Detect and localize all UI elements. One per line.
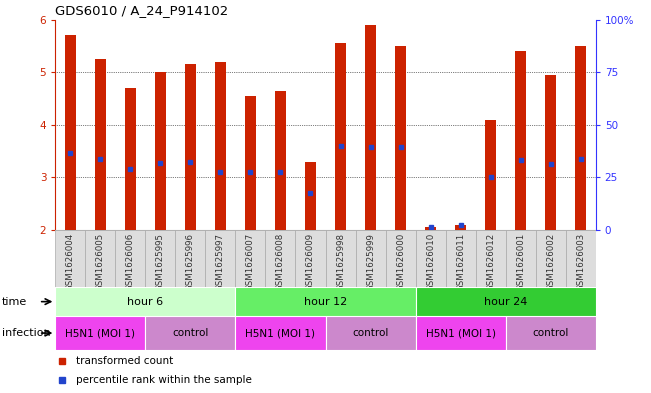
Bar	[236, 230, 266, 287]
Bar	[566, 230, 596, 287]
Bar	[55, 287, 236, 316]
Bar	[326, 316, 415, 350]
Bar	[296, 230, 326, 287]
Bar	[486, 119, 496, 230]
Bar	[125, 88, 135, 230]
Bar	[506, 316, 596, 350]
Bar	[275, 91, 286, 230]
Text: GSM1626002: GSM1626002	[546, 233, 555, 291]
Text: GSM1626012: GSM1626012	[486, 233, 495, 291]
Text: GSM1625999: GSM1625999	[366, 233, 375, 291]
Text: percentile rank within the sample: percentile rank within the sample	[76, 375, 252, 385]
Bar	[575, 46, 586, 230]
Text: GSM1625995: GSM1625995	[156, 233, 165, 291]
Bar	[145, 230, 175, 287]
Bar	[415, 287, 596, 316]
Bar	[506, 230, 536, 287]
Bar	[305, 162, 316, 230]
Bar	[85, 230, 115, 287]
Bar	[236, 316, 326, 350]
Text: transformed count: transformed count	[76, 356, 173, 366]
Bar	[516, 51, 526, 230]
Bar	[65, 35, 76, 230]
Bar	[395, 46, 406, 230]
Text: GSM1625996: GSM1625996	[186, 233, 195, 291]
Text: GSM1625998: GSM1625998	[336, 233, 345, 291]
Text: GSM1626003: GSM1626003	[576, 233, 585, 291]
Text: GSM1626004: GSM1626004	[66, 233, 75, 291]
Bar	[365, 25, 376, 230]
Bar	[215, 62, 226, 230]
Bar	[155, 72, 165, 230]
Text: GSM1626010: GSM1626010	[426, 233, 435, 291]
Text: H5N1 (MOI 1): H5N1 (MOI 1)	[245, 328, 316, 338]
Bar	[95, 59, 105, 230]
Text: GSM1626005: GSM1626005	[96, 233, 105, 291]
Bar	[415, 316, 506, 350]
Bar	[175, 230, 206, 287]
Bar	[145, 316, 236, 350]
Text: control: control	[173, 328, 208, 338]
Text: hour 24: hour 24	[484, 297, 527, 307]
Bar	[445, 230, 476, 287]
Text: time: time	[2, 297, 27, 307]
Text: H5N1 (MOI 1): H5N1 (MOI 1)	[426, 328, 495, 338]
Text: GSM1626006: GSM1626006	[126, 233, 135, 291]
Text: GSM1626001: GSM1626001	[516, 233, 525, 291]
Bar	[335, 43, 346, 230]
Bar	[546, 75, 556, 230]
Bar	[425, 227, 436, 230]
Bar	[455, 225, 466, 230]
Text: GSM1626008: GSM1626008	[276, 233, 285, 291]
Bar	[245, 96, 256, 230]
Text: H5N1 (MOI 1): H5N1 (MOI 1)	[65, 328, 135, 338]
Text: GSM1626000: GSM1626000	[396, 233, 405, 291]
Bar	[206, 230, 236, 287]
Text: GSM1626011: GSM1626011	[456, 233, 465, 291]
Text: infection: infection	[2, 328, 51, 338]
Bar	[355, 230, 385, 287]
Text: control: control	[352, 328, 389, 338]
Bar	[476, 230, 506, 287]
Text: control: control	[533, 328, 569, 338]
Text: GSM1625997: GSM1625997	[216, 233, 225, 291]
Bar	[55, 230, 85, 287]
Bar	[115, 230, 145, 287]
Bar	[385, 230, 415, 287]
Bar	[326, 230, 355, 287]
Text: hour 12: hour 12	[304, 297, 347, 307]
Bar	[55, 316, 145, 350]
Bar	[266, 230, 296, 287]
Text: GSM1626009: GSM1626009	[306, 233, 315, 291]
Bar	[236, 287, 415, 316]
Bar	[536, 230, 566, 287]
Text: hour 6: hour 6	[128, 297, 163, 307]
Text: GDS6010 / A_24_P914102: GDS6010 / A_24_P914102	[55, 4, 229, 17]
Bar	[415, 230, 445, 287]
Text: GSM1626007: GSM1626007	[246, 233, 255, 291]
Bar	[185, 64, 196, 230]
